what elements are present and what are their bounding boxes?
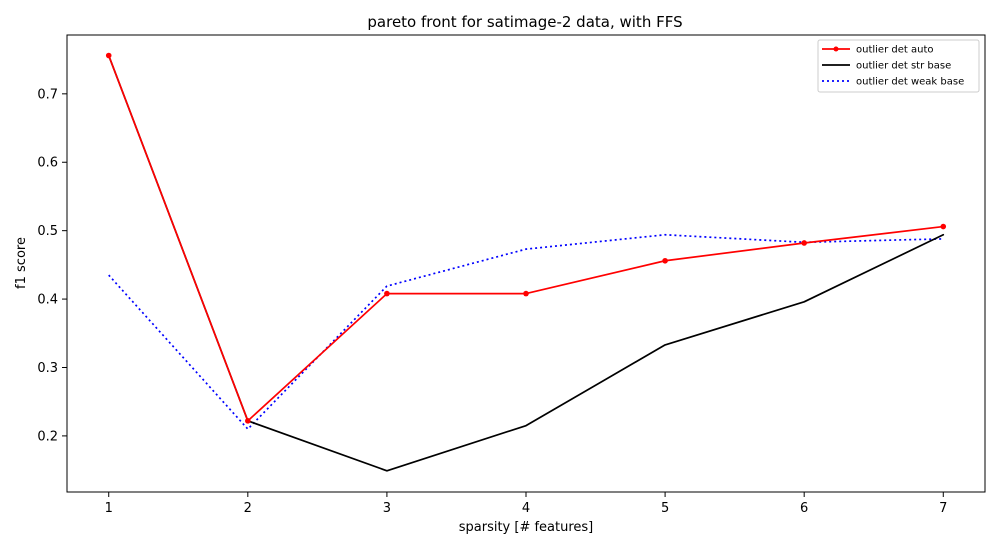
- data-point: [801, 240, 807, 246]
- y-axis-label: f1 score: [14, 237, 29, 289]
- legend: outlier det auto outlier det str base outl…: [817, 39, 980, 93]
- data-point: [940, 223, 947, 230]
- x-tick-label: 2: [244, 501, 252, 516]
- series-line-3: [108, 233, 944, 430]
- data-point: [384, 290, 390, 297]
- y-tick-label: 0.2: [37, 429, 58, 444]
- x-axis: 1 2 3 4 5 6 7: [105, 492, 947, 516]
- x-tick-label: 5: [661, 501, 669, 516]
- y-tick-label: 0.6: [37, 156, 58, 171]
- x-tick-label: 7: [939, 501, 947, 516]
- data-point: [105, 52, 112, 59]
- y-tick-label: 0.7: [37, 87, 58, 102]
- x-tick-label: 1: [105, 501, 113, 516]
- y-tick-label: 0.5: [37, 224, 58, 239]
- y-axis: 0.2 0.3 0.4 0.5 0.6 0.7: [37, 87, 67, 444]
- y-tick-label: 0.3: [37, 361, 58, 376]
- data-point: [662, 257, 668, 264]
- legend-box: [817, 39, 980, 93]
- chart-title: pareto front for satimage-2 data, with F…: [367, 13, 682, 31]
- legend-marker: [833, 46, 839, 52]
- x-tick-label: 3: [383, 501, 391, 516]
- legend-label-2: outlier det str base: [856, 61, 951, 72]
- legend-label-1: outlier det auto: [856, 45, 933, 56]
- series-layer: [105, 52, 947, 472]
- x-axis-label: sparsity [# features]: [459, 520, 594, 535]
- x-tick-label: 6: [800, 501, 808, 516]
- data-point: [523, 290, 529, 297]
- legend-label-3: outlier det weak base: [856, 77, 964, 88]
- x-tick-label: 4: [522, 501, 530, 516]
- y-tick-label: 0.4: [37, 293, 58, 308]
- data-point: [245, 418, 251, 424]
